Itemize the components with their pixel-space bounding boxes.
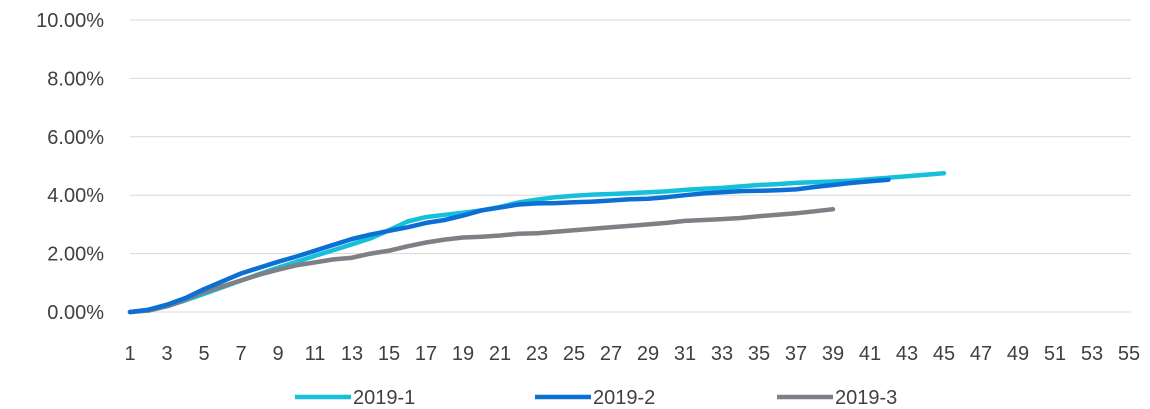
x-tick-label: 47 [970, 343, 992, 365]
x-tick-label: 37 [785, 343, 807, 365]
x-tick-label: 11 [305, 343, 326, 365]
y-tick-label: 10.00% [36, 10, 104, 32]
x-tick-label: 39 [822, 343, 844, 365]
x-tick-label: 23 [526, 343, 548, 365]
x-tick-label: 51 [1044, 343, 1066, 365]
series-line-2019-1 [127, 171, 947, 315]
x-tick-label: 49 [1007, 343, 1029, 365]
series-lines [127, 171, 947, 315]
x-axis-ticks: 1 3 5 7 9 11 13 15 17 19 21 23 25 27 29 31 33 35 37 39 41 43 4… [124, 343, 1140, 365]
x-tick-label: 29 [637, 343, 659, 365]
x-tick-label: 53 [1081, 343, 1103, 365]
legend: 2019-1 2019-2 2019-3 [295, 387, 897, 409]
x-tick-label: 21 [489, 343, 511, 365]
x-tick-label: 35 [748, 343, 770, 365]
x-tick-label: 13 [341, 343, 363, 365]
x-tick-label: 5 [198, 343, 209, 365]
series-line-2019-2 [127, 177, 891, 315]
y-axis-ticks: 0.00% 2.00% 4.00% 6.00% 8.00% 10.00% [36, 10, 104, 324]
x-tick-label: 31 [674, 343, 696, 365]
legend-label: 2019-3 [835, 387, 897, 409]
x-tick-label: 3 [161, 343, 172, 365]
legend-label: 2019-2 [593, 387, 655, 409]
x-tick-label: 45 [933, 343, 955, 365]
x-tick-label: 25 [563, 343, 585, 365]
y-tick-label: 2.00% [47, 244, 104, 266]
x-tick-label: 33 [711, 343, 733, 365]
series-line-2019-3 [127, 206, 836, 315]
x-tick-label: 1 [124, 343, 135, 365]
x-tick-label: 27 [600, 343, 622, 365]
y-tick-label: 0.00% [47, 302, 104, 324]
x-tick-label: 15 [378, 343, 400, 365]
legend-label: 2019-1 [353, 387, 415, 409]
x-tick-label: 19 [452, 343, 474, 365]
x-tick-label: 55 [1118, 343, 1140, 365]
x-tick-label: 17 [415, 343, 437, 365]
x-tick-label: 43 [896, 343, 918, 365]
x-tick-label: 9 [272, 343, 283, 365]
y-tick-label: 6.00% [47, 127, 104, 149]
x-tick-label: 7 [235, 343, 246, 365]
y-tick-label: 8.00% [47, 68, 104, 90]
x-tick-label: 41 [859, 343, 881, 365]
y-tick-label: 4.00% [47, 185, 104, 207]
